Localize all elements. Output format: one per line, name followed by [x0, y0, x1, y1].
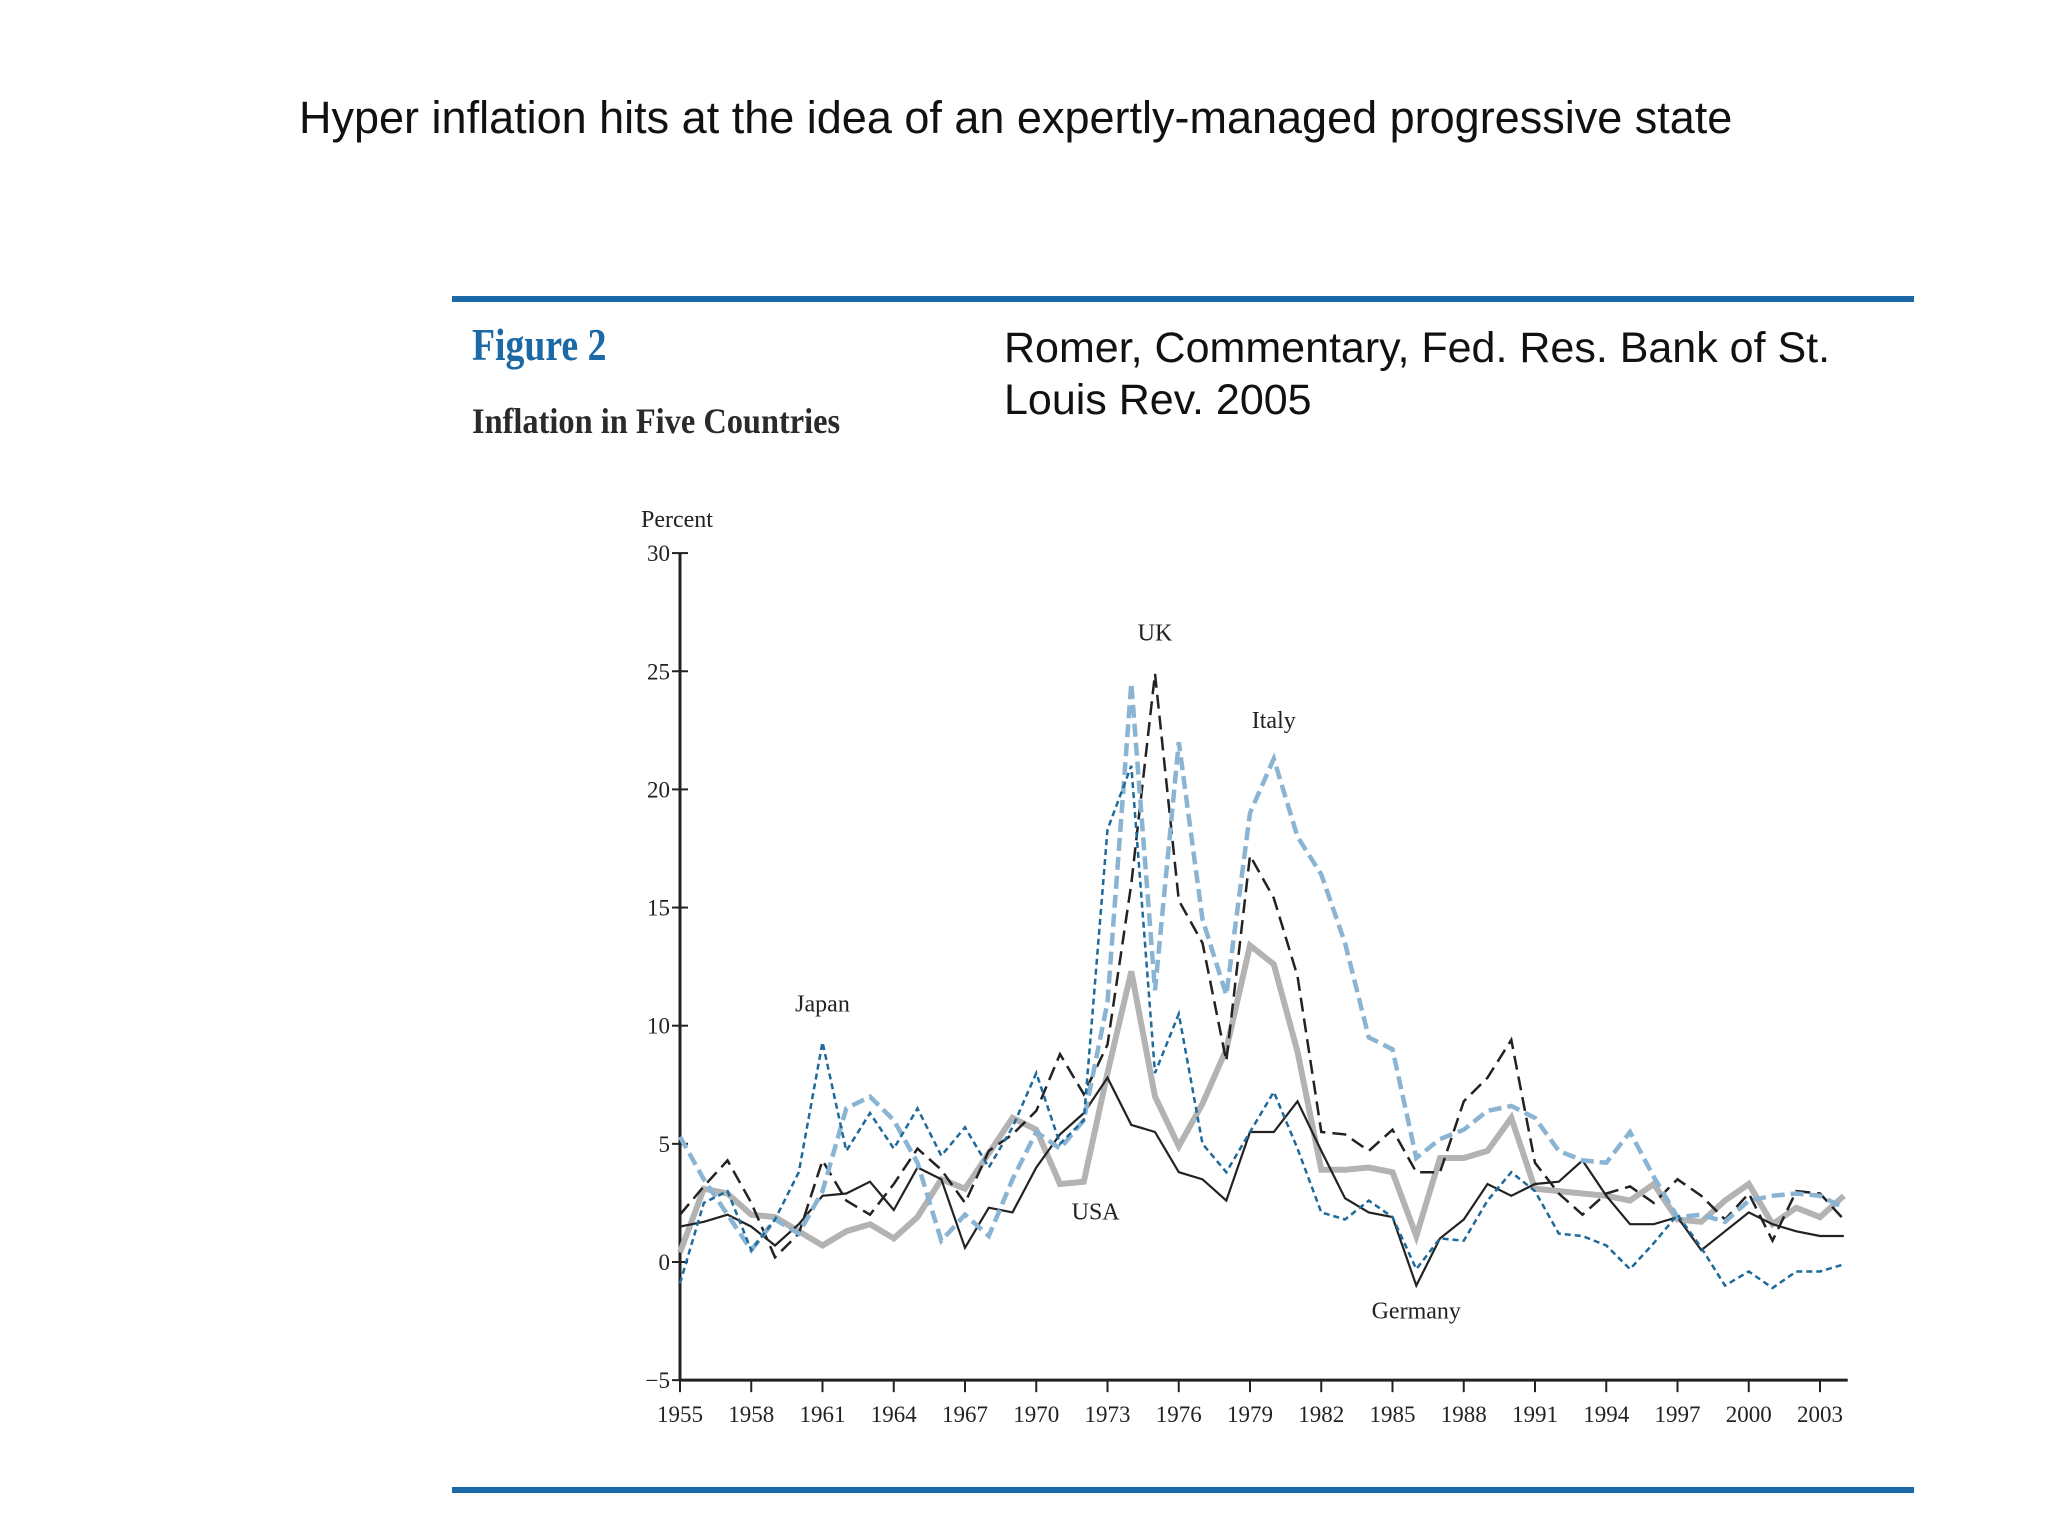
series-label-usa: USA: [1072, 1199, 1121, 1225]
y-tick-label: 5: [659, 1132, 671, 1157]
figure-subtitle: Inflation in Five Countries: [472, 401, 841, 441]
x-tick-label: 1964: [871, 1402, 918, 1427]
x-tick-label: 1988: [1441, 1402, 1487, 1427]
x-tick-label: 1979: [1227, 1402, 1273, 1427]
figure-label: Figure 2: [472, 319, 607, 370]
x-tick-label: 2000: [1726, 1402, 1772, 1427]
series-label-germany: Germany: [1372, 1299, 1461, 1325]
x-tick-label: 1997: [1655, 1402, 1701, 1427]
x-tick-label: 1985: [1370, 1402, 1416, 1427]
y-tick-label: 15: [647, 896, 670, 921]
x-tick-label: 1970: [1013, 1402, 1059, 1427]
series-line-japan: [678, 765, 1845, 1290]
y-tick-label: 30: [647, 541, 670, 566]
series-line-uk: [679, 673, 1845, 1260]
axes: −5 0 5 10 15 20 25 30 1955 1958 1961 1964 1967 1970 19…: [646, 541, 1848, 1427]
slide-headline: Hyper inflation hits at the idea of an e…: [299, 92, 1733, 143]
top-rule: [452, 296, 1914, 302]
x-tick-label: 1976: [1156, 1402, 1202, 1427]
series-line-italy: [678, 682, 1845, 1255]
series-label-italy: Italy: [1252, 708, 1296, 734]
x-tick-label: 1958: [728, 1402, 774, 1427]
x-tick-label: 1994: [1583, 1402, 1630, 1427]
x-tick-label: 2003: [1797, 1402, 1843, 1427]
series-line-usa: [677, 940, 1846, 1254]
x-tick-label: 1973: [1085, 1402, 1131, 1427]
y-axis-label: Percent: [641, 507, 713, 533]
series-lines: [677, 673, 1846, 1290]
series-label-japan: Japan: [795, 992, 850, 1018]
x-tick-label: 1991: [1512, 1402, 1558, 1427]
y-tick-label: 10: [647, 1014, 670, 1039]
citation: Romer, Commentary, Fed. Res. Bank of St.…: [1004, 324, 1831, 424]
series-label-uk: UK: [1138, 621, 1173, 647]
bottom-rule: [452, 1487, 1914, 1493]
series-line-germany: [679, 1075, 1844, 1289]
x-tick-label: 1982: [1298, 1402, 1344, 1427]
x-tick-label: 1967: [942, 1402, 988, 1427]
series-labels: UK Italy Japan USA Germany: [795, 621, 1461, 1325]
y-tick-label: 20: [647, 777, 670, 802]
y-tick-label: −5: [646, 1368, 670, 1393]
x-tick-label: 1961: [800, 1402, 846, 1427]
x-tick-label: 1955: [657, 1402, 703, 1427]
y-tick-label: 25: [647, 659, 670, 684]
y-tick-label: 0: [659, 1250, 671, 1275]
